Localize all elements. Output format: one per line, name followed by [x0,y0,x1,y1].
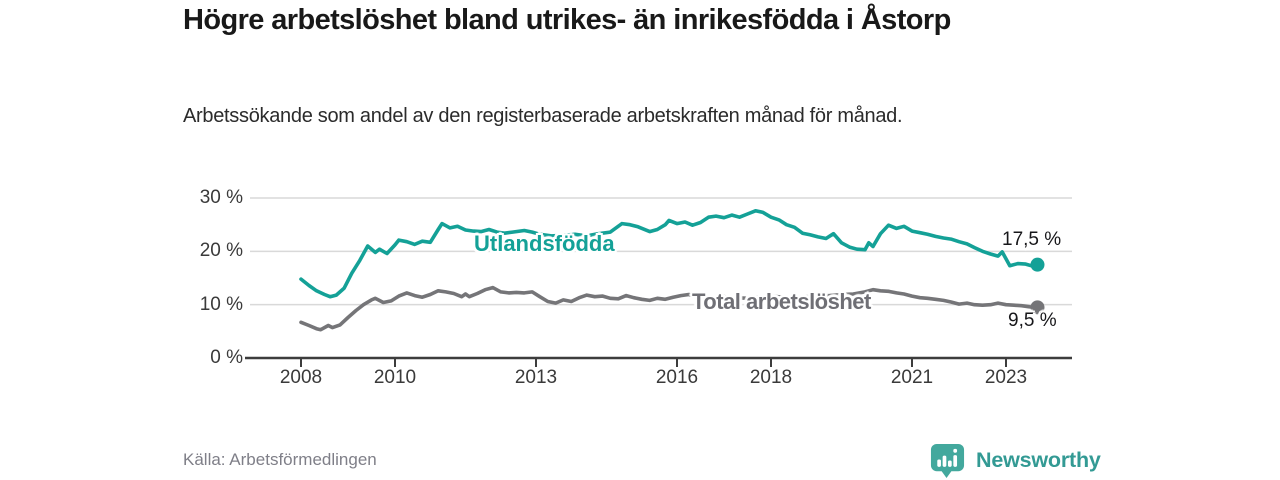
y-tick-label: 20 % [199,240,243,262]
chart-title: Högre arbetslöshet bland utrikes- än inr… [183,4,951,36]
x-tick-label: 2021 [890,367,934,388]
series-label-total-arbetsloshet: Total arbetslöshet [692,289,871,314]
y-tick-label: 10 % [199,293,243,315]
series-label-utlandsfodda: Utlandsfödda [474,231,615,256]
x-tick-label: 2013 [514,367,558,388]
x-tick-label: 2018 [749,367,793,388]
chart-subtitle: Arbetssökande som andel av den registerb… [183,105,903,127]
x-tick-label: 2008 [279,367,323,388]
y-tick-label: 0 % [210,347,243,368]
x-tick-label: 2016 [655,367,699,388]
source-credit: Källa: Arbetsförmedlingen [183,450,377,469]
end-value-label-total: 9,5 % [1008,310,1057,331]
newsworthy-logo[interactable]: Newsworthy [928,442,1101,479]
series-line-utlandsfodda [299,209,1040,299]
bar-chart-speech-bubble-icon [930,443,965,479]
x-tick-label: 2023 [984,367,1028,388]
series-end-dot-utlandsfodda [1030,257,1045,272]
y-tick-label: 30 % [199,187,243,208]
series-end-dot-total [1030,300,1045,315]
x-tick-label: 2010 [373,367,417,388]
newsworthy-wordmark: Newsworthy [976,448,1101,472]
end-value-label-utlandsfodda: 17,5 % [1002,229,1062,250]
series-line-total [299,285,1040,332]
